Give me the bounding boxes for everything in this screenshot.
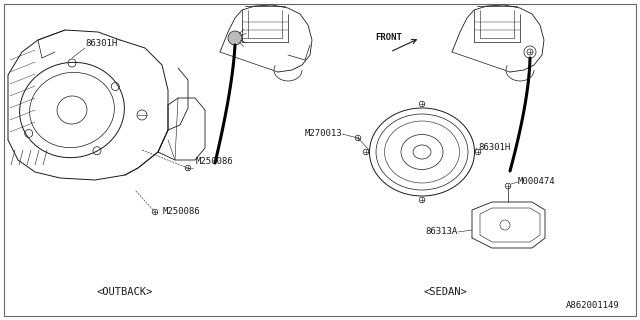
- Text: A862001149: A862001149: [566, 301, 620, 310]
- Text: M250086: M250086: [163, 207, 200, 217]
- Circle shape: [228, 31, 242, 45]
- Text: M270013: M270013: [305, 130, 342, 139]
- Text: 86301H: 86301H: [478, 143, 510, 153]
- Text: <OUTBACK>: <OUTBACK>: [97, 287, 153, 297]
- Text: M250086: M250086: [196, 157, 234, 166]
- Text: 86301H: 86301H: [85, 39, 117, 48]
- Text: FRONT: FRONT: [375, 34, 402, 43]
- Text: M000474: M000474: [518, 178, 556, 187]
- Text: 86313A: 86313A: [426, 228, 458, 236]
- Text: <SEDAN>: <SEDAN>: [423, 287, 467, 297]
